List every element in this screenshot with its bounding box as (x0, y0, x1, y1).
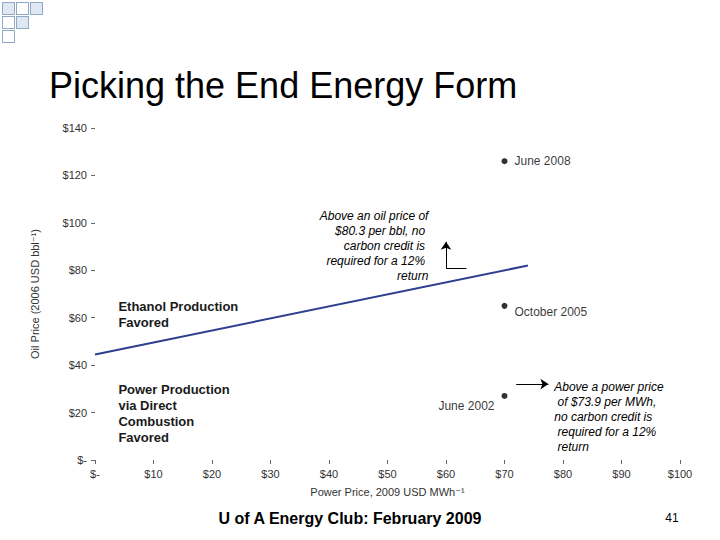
svg-text:$-: $- (77, 454, 87, 466)
svg-text:via Direct: via Direct (118, 398, 180, 413)
svg-text:Picking the End Energy Form: Picking the End Energy Form (49, 65, 517, 106)
svg-text:June 2002: June 2002 (438, 399, 494, 413)
svg-text:Combustion: Combustion (118, 414, 197, 429)
svg-text:$20: $20 (203, 468, 221, 480)
svg-text:41: 41 (665, 511, 679, 525)
svg-text:Power Price, 2009 USD MWh⁻¹: Power Price, 2009 USD MWh⁻¹ (310, 486, 465, 498)
svg-text:$120: $120 (63, 169, 87, 181)
svg-text:$80: $80 (69, 264, 87, 276)
svg-text:$40: $40 (320, 468, 338, 480)
svg-text:$50: $50 (378, 468, 396, 480)
svg-text:return: return (554, 440, 589, 454)
svg-text:$80.3 per bbl, no: $80.3 per bbl, no (332, 224, 429, 238)
svg-text:$140: $140 (63, 122, 87, 134)
svg-text:Oil Price (2006 USD bbl⁻¹): Oil Price (2006 USD bbl⁻¹) (29, 229, 41, 359)
svg-text:U of A Energy Club: February 2: U of A Energy Club: February 2009 (219, 510, 482, 527)
svg-text:$100: $100 (63, 217, 87, 229)
svg-text:no carbon credit is: no carbon credit is (554, 410, 652, 424)
svg-text:$-: $- (90, 468, 100, 480)
svg-text:Ethanol Production: Ethanol Production (118, 299, 241, 314)
svg-text:$60: $60 (69, 312, 87, 324)
svg-text:June 2008: June 2008 (515, 154, 571, 168)
svg-text:of $73.9 per MWh,: of $73.9 per MWh, (554, 395, 659, 409)
svg-text:$30: $30 (261, 468, 279, 480)
svg-text:$10: $10 (144, 468, 162, 480)
svg-text:required for a 12%: required for a 12% (554, 425, 656, 439)
svg-text:$100: $100 (668, 468, 692, 480)
svg-text:Above an oil price of: Above an oil price of (319, 209, 430, 223)
svg-text:$70: $70 (495, 468, 513, 480)
svg-text:$20: $20 (69, 407, 87, 419)
svg-text:$60: $60 (437, 468, 455, 480)
svg-text:$80: $80 (554, 468, 572, 480)
svg-text:Above a power price: Above a power price (553, 380, 664, 394)
svg-text:return: return (397, 269, 429, 283)
svg-text:$90: $90 (612, 468, 630, 480)
svg-text:Favored: Favored (118, 315, 169, 330)
svg-text:October 2005: October 2005 (515, 305, 588, 319)
svg-text:Power Production: Power Production (118, 382, 233, 397)
svg-text:required for a 12%: required for a 12% (326, 254, 428, 268)
svg-text:$40: $40 (69, 359, 87, 371)
svg-text:carbon credit is: carbon credit is (344, 239, 429, 253)
svg-text:Favored: Favored (118, 430, 169, 445)
